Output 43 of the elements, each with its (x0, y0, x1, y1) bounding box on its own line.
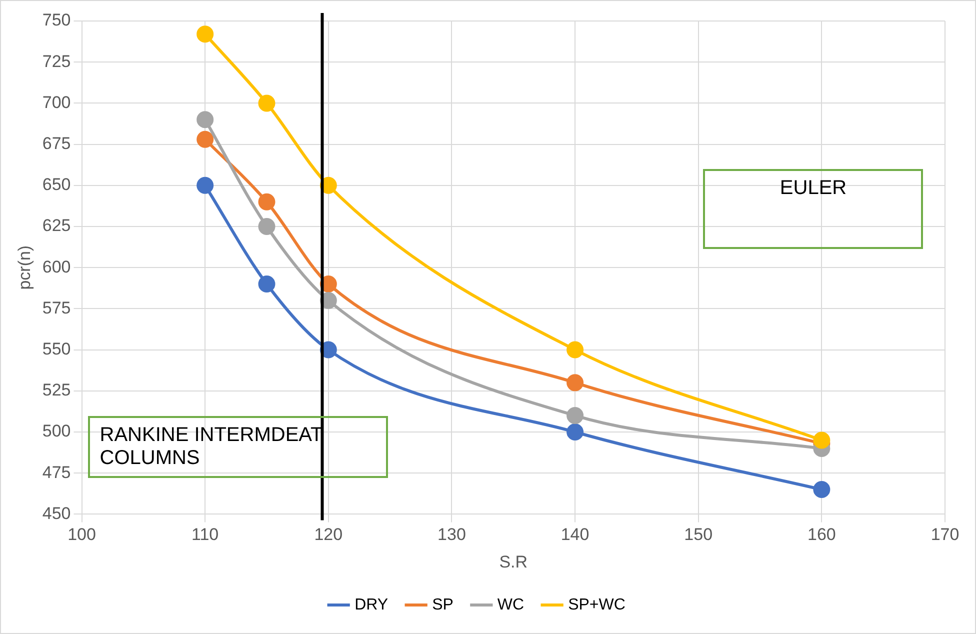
y-tick-label: 475 (42, 462, 71, 482)
y-tick-label: 750 (42, 10, 71, 30)
y-tick-label: 450 (42, 504, 71, 523)
point (258, 94, 276, 112)
annotation: RANKINE INTERMDEAT COLUMNS (88, 416, 388, 478)
point (813, 432, 830, 449)
x-tick-label: 120 (314, 525, 343, 544)
point (258, 276, 276, 293)
y-tick-label: 625 (42, 216, 71, 236)
legend-label: DRY (354, 596, 388, 614)
y-tick-label: 675 (42, 134, 71, 153)
y-tick-label: 500 (42, 422, 71, 441)
point (566, 341, 584, 358)
legend-label: SP (432, 596, 454, 614)
point (813, 481, 830, 498)
y-tick-label: 700 (42, 92, 71, 112)
x-tick-label: 100 (68, 525, 96, 544)
annotation: EULER (703, 168, 924, 249)
x-tick-label: 170 (930, 525, 960, 544)
y-tick-label: 550 (42, 339, 71, 358)
point (566, 424, 584, 440)
y-tick-label: 650 (42, 175, 71, 194)
x-tick-label: 130 (438, 525, 466, 544)
y-tick-label: 600 (42, 257, 71, 276)
point (196, 111, 214, 128)
point (196, 130, 214, 148)
x-tick-label: 140 (560, 525, 590, 544)
x-tick-label: 160 (807, 525, 836, 544)
point (258, 218, 276, 235)
y-axis-title: pcr(n) (14, 245, 34, 290)
y-tick-label: 575 (42, 298, 71, 318)
point (566, 407, 584, 424)
x-axis-title: S.R (499, 552, 528, 572)
y-tick-label: 725 (42, 52, 71, 71)
legend-label: WC (497, 596, 524, 614)
point (196, 176, 214, 194)
y-tick-label: 525 (42, 380, 71, 400)
x-tick-label: 150 (684, 525, 713, 544)
point (258, 193, 276, 210)
x-tick-label: 110 (192, 525, 219, 544)
legend-label: SP+WC (568, 596, 626, 614)
point (566, 374, 584, 392)
point (196, 26, 214, 43)
